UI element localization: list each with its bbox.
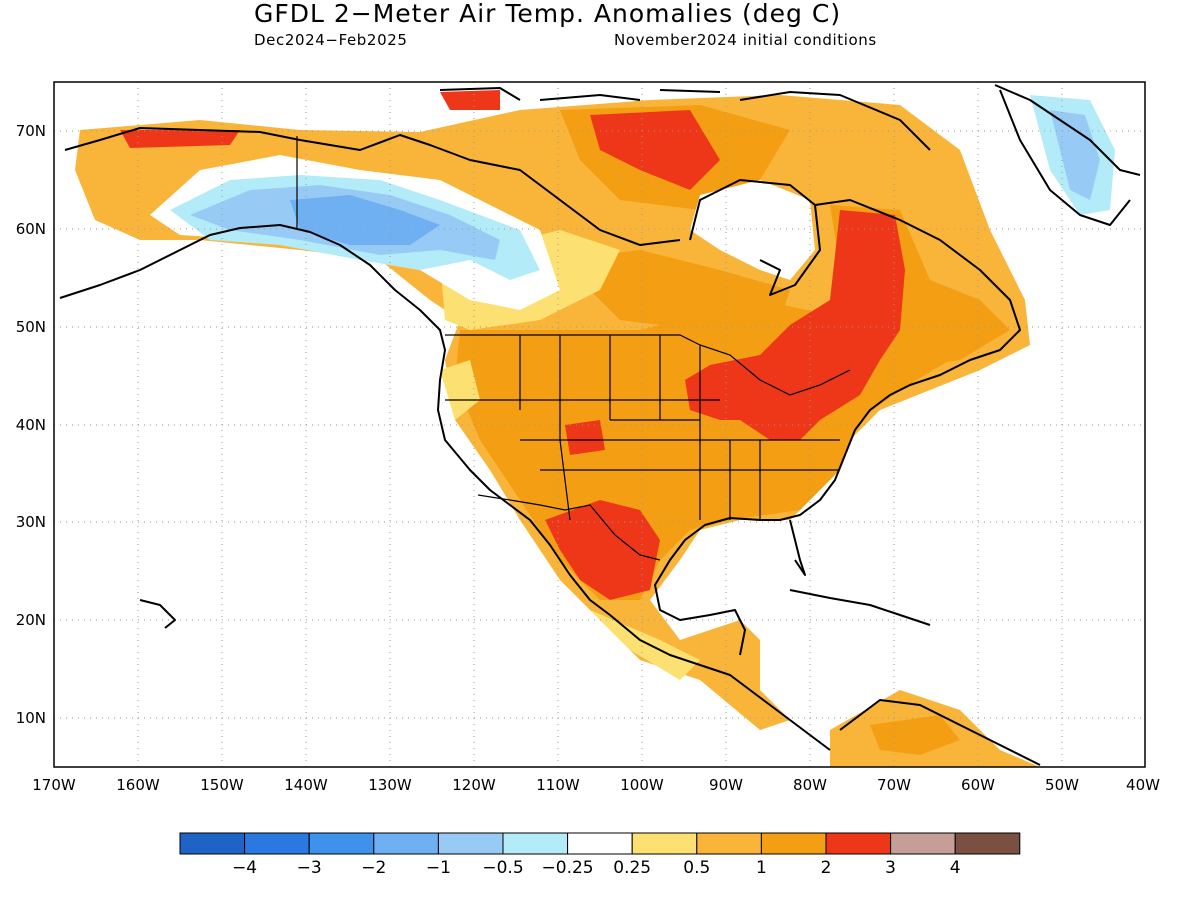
lat-tick-label: 50N bbox=[16, 318, 46, 336]
lon-tick-label: 50W bbox=[1045, 776, 1079, 794]
lat-lon-grid bbox=[54, 82, 1145, 767]
lon-tick-label: 80W bbox=[793, 776, 827, 794]
colorbar-tick-label: −4 bbox=[232, 858, 257, 878]
lon-tick-label: 100W bbox=[620, 776, 664, 794]
anomaly-shading bbox=[75, 90, 1115, 767]
colorbar-tick-label: −0.25 bbox=[542, 858, 594, 878]
lat-tick-label: 40N bbox=[16, 416, 46, 434]
lon-tick-label: 70W bbox=[877, 776, 911, 794]
lon-tick-label: 40W bbox=[1126, 776, 1160, 794]
colorbar-swatch bbox=[373, 832, 439, 855]
colorbar-swatch bbox=[244, 832, 310, 855]
colorbar-swatch bbox=[567, 832, 633, 855]
lat-tick-label: 60N bbox=[16, 220, 46, 238]
colorbar-tick-label: −2 bbox=[361, 858, 386, 878]
lat-tick-label: 10N bbox=[16, 709, 46, 727]
colorbar-tick-label: −1 bbox=[426, 858, 451, 878]
colorbar-swatch bbox=[954, 832, 1021, 855]
colorbar-tick-label: 2 bbox=[821, 858, 832, 878]
initial-conditions-label: November2024 initial conditions bbox=[614, 31, 877, 49]
lon-tick-label: 60W bbox=[961, 776, 995, 794]
colorbar-swatch bbox=[696, 832, 762, 855]
political-borders bbox=[296, 136, 851, 561]
lat-tick-label: 30N bbox=[16, 513, 46, 531]
colorbar-swatch bbox=[760, 832, 827, 855]
lat-tick-label: 70N bbox=[16, 122, 46, 140]
longitude-axis: 170W 160W 150W 140W 130W 120W 110W 100W … bbox=[32, 776, 1160, 794]
colorbar-tick-label: 0.25 bbox=[613, 858, 651, 878]
lon-tick-label: 160W bbox=[116, 776, 160, 794]
colorbar-tick-label: 1 bbox=[756, 858, 767, 878]
colorbar-swatch bbox=[631, 832, 698, 855]
lon-tick-label: 120W bbox=[452, 776, 496, 794]
latitude-axis: 10N 20N 30N 40N 50N 60N 70N bbox=[16, 122, 46, 727]
lon-tick-label: 110W bbox=[536, 776, 580, 794]
map-frame bbox=[53, 81, 1146, 768]
colorbar-swatch bbox=[890, 832, 956, 855]
lon-tick-label: 90W bbox=[709, 776, 743, 794]
lat-tick-label: 20N bbox=[16, 611, 46, 629]
lon-tick-label: 130W bbox=[368, 776, 412, 794]
lon-tick-label: 150W bbox=[200, 776, 244, 794]
colorbar-tick-label: −3 bbox=[297, 858, 322, 878]
colorbar-tick-label: −0.5 bbox=[482, 858, 523, 878]
map-area bbox=[54, 82, 1145, 767]
forecast-period: Dec2024−Feb2025 bbox=[254, 31, 408, 49]
lon-tick-label: 140W bbox=[284, 776, 328, 794]
figure-title: GFDL 2−Meter Air Temp. Anomalies (deg C) bbox=[254, 0, 841, 28]
colorbar-tick-label: 3 bbox=[885, 858, 896, 878]
colorbar-swatch bbox=[179, 832, 246, 855]
colorbar-tick-label: 0.5 bbox=[683, 858, 710, 878]
colorbar-swatch bbox=[308, 832, 375, 855]
lon-tick-label: 170W bbox=[32, 776, 76, 794]
colorbar-swatch bbox=[437, 832, 504, 855]
colorbar-swatch bbox=[825, 832, 892, 855]
colorbar-tick-label: 4 bbox=[950, 858, 961, 878]
colorbar: −4 −3 −2 −1 −0.5 −0.25 0.25 0.5 1 2 3 4 bbox=[179, 832, 1021, 878]
coastlines bbox=[59, 84, 1141, 766]
colorbar-swatch bbox=[502, 832, 569, 855]
